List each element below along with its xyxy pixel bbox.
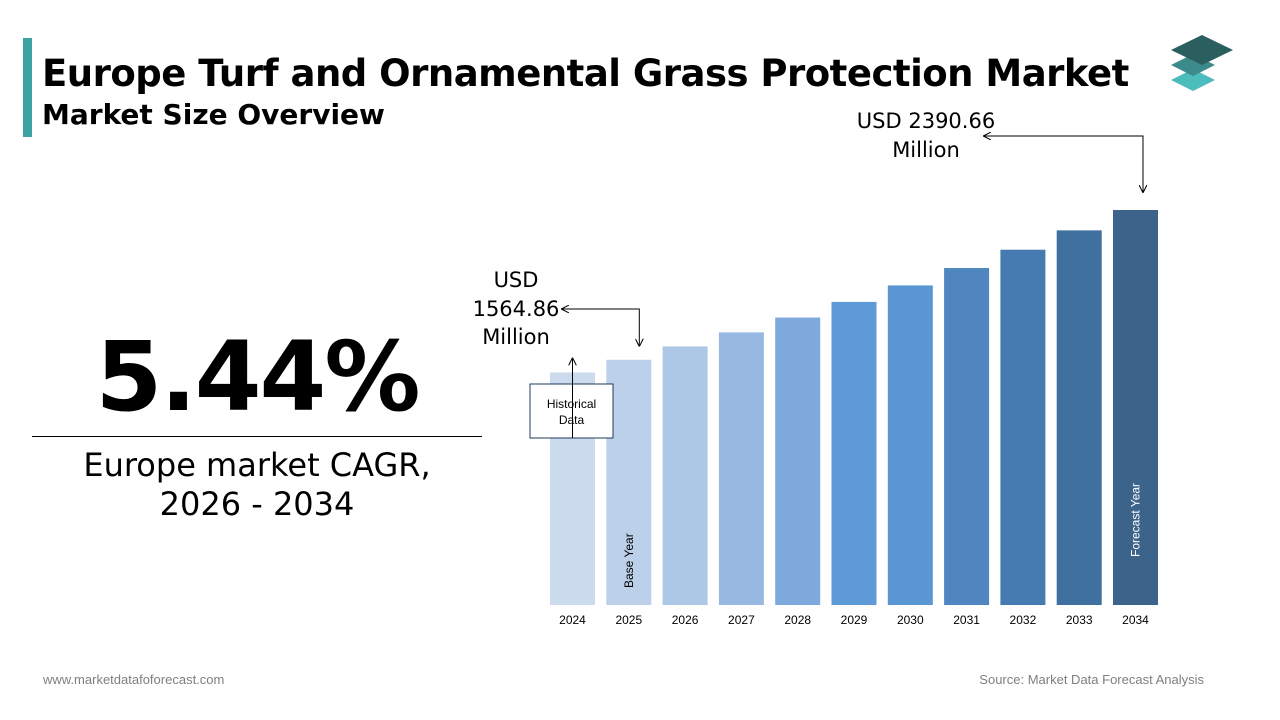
annotation-forecast-line2: Million [892, 138, 960, 162]
x-tick-2027: 2027 [728, 613, 755, 627]
x-tick-2030: 2030 [897, 613, 924, 627]
historical-data-box [529, 383, 614, 439]
logo-layer-bottom [1171, 69, 1215, 91]
bar-2028 [775, 317, 821, 605]
bar-label-base-year: Base Year [622, 533, 636, 588]
x-tick-2028: 2028 [784, 613, 811, 627]
bar-2030 [887, 285, 933, 605]
annotation-base-arrow [562, 309, 639, 346]
bar-2027 [718, 332, 764, 605]
x-tick-2033: 2033 [1066, 613, 1093, 627]
x-tick-2034: 2034 [1122, 613, 1149, 627]
bar-2033 [1056, 230, 1102, 605]
annotation-forecast-value: USD 2390.66 [857, 109, 995, 133]
x-tick-2024: 2024 [559, 613, 586, 627]
bar-2025 [606, 359, 652, 605]
page-title: Europe Turf and Ornamental Grass Protect… [42, 52, 1129, 95]
source-note: Source: Market Data Forecast Analysis [979, 672, 1204, 687]
annotation-base-line3: Million [482, 325, 550, 349]
cagr-label: Europe market CAGR, 2026 - 2034 [32, 446, 482, 524]
historical-data-line1: Historical [547, 397, 596, 411]
x-tick-2025: 2025 [615, 613, 642, 627]
website-url: www.marketdatafoforecast.com [43, 672, 225, 687]
logo-layer-top [1171, 35, 1233, 65]
historical-data-line2: Data [559, 413, 585, 427]
annotation-base-value: 1564.86 [473, 297, 560, 321]
layers-logo-icon [1171, 35, 1233, 91]
bar-2034 [1113, 210, 1158, 605]
bar-label-forecast-year: Forecast Year [1129, 483, 1143, 557]
bar-2032 [1000, 249, 1046, 605]
page-subtitle: Market Size Overview [42, 98, 385, 131]
x-tick-2029: 2029 [841, 613, 868, 627]
annotation-forecast-arrow [984, 136, 1143, 192]
bar-2026 [662, 346, 708, 605]
cagr-divider [32, 436, 482, 437]
bar-2029 [831, 301, 877, 605]
x-tick-2026: 2026 [672, 613, 699, 627]
annotation-base-line1: USD [494, 268, 539, 292]
cagr-label-line2: 2026 - 2034 [159, 485, 355, 523]
cagr-label-line1: Europe market CAGR, [83, 446, 431, 484]
x-tick-2031: 2031 [953, 613, 980, 627]
x-tick-2032: 2032 [1010, 613, 1037, 627]
bar-2031 [944, 268, 990, 605]
title-accent-bar [23, 38, 32, 137]
cagr-value: 5.44% [95, 321, 420, 433]
